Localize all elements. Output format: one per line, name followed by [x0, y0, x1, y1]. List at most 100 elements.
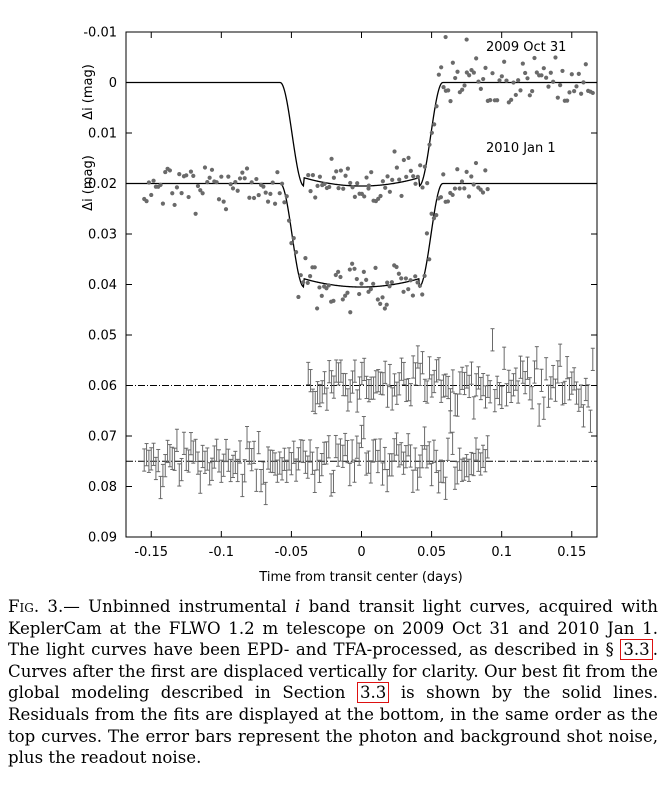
residual-error-bar [455, 461, 460, 485]
residual-error-bar [198, 470, 203, 494]
residual-error-bar [315, 447, 320, 471]
residual-error-bar [343, 432, 348, 457]
data-point [163, 169, 168, 175]
data-point [446, 88, 451, 93]
data-point [415, 280, 420, 285]
residual-error-bar [436, 357, 441, 381]
residual-error-bar [553, 378, 558, 402]
data-point [336, 269, 341, 274]
residual-error-bar [551, 364, 556, 389]
data-point [424, 231, 430, 236]
residual-error-bar [205, 447, 210, 471]
data-point [439, 65, 444, 70]
residual-error-bar [214, 438, 219, 462]
residual-error-bar [562, 380, 567, 405]
residual-error-bar [195, 451, 200, 475]
data-point [432, 122, 437, 127]
x-tick-label: 0.15 [557, 545, 586, 560]
data-point [380, 179, 385, 184]
data-point [329, 156, 334, 161]
residual-error-bar [530, 386, 535, 410]
data-point [576, 71, 581, 76]
residual-error-bar [310, 451, 315, 475]
residual-error-bar [375, 449, 380, 474]
residual-error-bar [177, 463, 182, 487]
residual-error-bar [464, 365, 469, 389]
data-point [457, 186, 462, 191]
data-point [355, 181, 360, 186]
residual-error-bar [324, 441, 329, 465]
residual-error-bar [574, 381, 579, 405]
data-point [378, 301, 383, 306]
residual-error-bar [525, 356, 530, 380]
residual-error-bar [373, 370, 378, 394]
data-point [233, 180, 238, 185]
data-point [244, 166, 250, 171]
residual-error-bar [485, 374, 490, 398]
data-point [376, 196, 381, 201]
residual-error-bar [291, 440, 296, 464]
data-point [315, 183, 320, 189]
data-point [378, 193, 383, 199]
data-point [466, 194, 472, 199]
residual-error-bar [478, 452, 483, 476]
data-point [462, 83, 467, 88]
section-link-3-3-second[interactable]: 3.3 [356, 682, 390, 704]
data-point [368, 287, 373, 292]
data-point [158, 182, 163, 187]
residual-error-bar [296, 447, 301, 471]
residual-error-bar [306, 361, 311, 386]
data-point [574, 84, 579, 89]
model-curve-2 [126, 182, 597, 289]
residual-error-bar [509, 379, 514, 403]
residual-error-bar [200, 444, 205, 469]
residual-error-bar [383, 360, 388, 384]
residual-error-bar [317, 383, 322, 408]
residual-error-bar [223, 438, 228, 463]
data-point [369, 170, 374, 175]
residual-error-bar [466, 458, 471, 482]
residual-error-bar [329, 473, 334, 497]
residual-error-bar [275, 459, 280, 483]
data-point [375, 297, 380, 302]
residual-error-bar [326, 435, 331, 459]
residual-error-bar [266, 446, 271, 470]
data-point [336, 186, 341, 191]
residual-error-bar [350, 439, 355, 463]
caption-text-1: Unbinned instrumental [79, 597, 295, 616]
data-point [460, 87, 465, 92]
data-point [518, 88, 523, 93]
residual-error-bar [331, 469, 336, 494]
data-point [530, 89, 535, 94]
residual-error-bar [567, 377, 572, 401]
data-point [408, 168, 413, 173]
residual-error-bar [403, 445, 408, 469]
y-tick-label: -0.01 [83, 26, 117, 41]
data-point [179, 191, 184, 196]
residual-error-bar [457, 371, 462, 395]
residual-error-bar [336, 362, 341, 386]
data-point [525, 76, 530, 81]
data-point [569, 72, 574, 77]
data-point [408, 278, 413, 283]
residual-error-bar [469, 451, 474, 476]
section-link-3-3[interactable]: 3.3 [620, 639, 653, 661]
data-point [340, 297, 345, 302]
data-point [464, 169, 469, 174]
data-point [385, 174, 390, 179]
data-point [193, 211, 198, 216]
residual-error-bar [408, 383, 413, 407]
data-point [359, 281, 364, 286]
residual-error-bar [235, 458, 240, 483]
y-tick-label: 0.04 [88, 278, 117, 293]
residual-error-bar [410, 469, 415, 493]
data-point [417, 283, 423, 288]
residual-error-bar [590, 347, 595, 371]
data-point [338, 274, 343, 280]
data-point [249, 180, 254, 185]
data-point [272, 201, 278, 206]
data-point [583, 62, 588, 67]
residual-error-bar [357, 442, 362, 466]
y-tick-label: 0.05 [88, 329, 117, 344]
residual-error-bar [394, 432, 399, 456]
